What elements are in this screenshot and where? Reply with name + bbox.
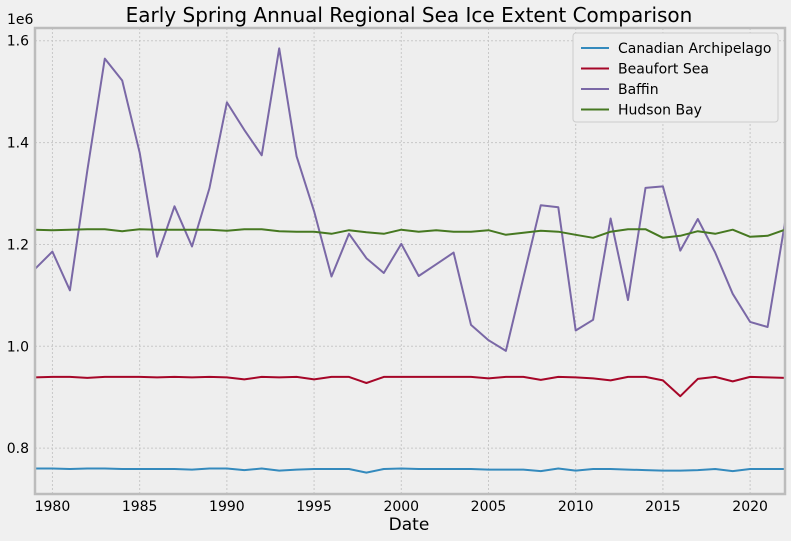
- y-tick-label: 1.0: [7, 339, 29, 355]
- x-tick-label: 2005: [471, 499, 507, 515]
- x-tick-label: 1995: [296, 499, 332, 515]
- y-tick-label: 1.2: [7, 237, 29, 253]
- series-line-2: [34, 47, 786, 352]
- legend-label-0: Canadian Archipelago: [618, 41, 771, 57]
- x-tick-label: 2000: [383, 499, 419, 515]
- legend-box: [572, 32, 779, 123]
- legend-label-1: Beaufort Sea: [618, 62, 709, 78]
- series-line-1: [34, 375, 786, 398]
- chart-title: Early Spring Annual Regional Sea Ice Ext…: [126, 3, 693, 27]
- series-line-0: [35, 467, 785, 474]
- x-tick-label: 1990: [209, 499, 245, 515]
- y-axis-ticks: 0.8 1.0 1.2 1.4 1.6: [7, 34, 29, 457]
- y-tick-label: 1.6: [7, 34, 29, 50]
- x-tick-label: 2010: [558, 499, 594, 515]
- x-tick-label: 2020: [732, 499, 768, 515]
- legend-label-3: Hudson Bay: [618, 103, 702, 119]
- x-tick-label: 2015: [645, 499, 681, 515]
- series-line-3: [34, 228, 786, 239]
- y-tick-label: 1.4: [7, 136, 29, 152]
- series-layer: [34, 47, 786, 474]
- y-tick-label: 0.8: [7, 441, 29, 457]
- x-axis-label: Date: [389, 515, 430, 535]
- x-tick-label: 1980: [35, 499, 71, 515]
- y-offset-label: 1e6: [7, 12, 34, 28]
- legend-label-2: Baffin: [618, 82, 659, 98]
- x-tick-label: 1985: [122, 499, 158, 515]
- legend: Canadian Archipelago Beaufort Sea Baffin Hu…: [572, 32, 779, 123]
- plot-frame: [33, 26, 787, 496]
- x-axis-ticks: 1980 1985 1990 1995 2000 2005 2010 2015 2020: [35, 499, 768, 515]
